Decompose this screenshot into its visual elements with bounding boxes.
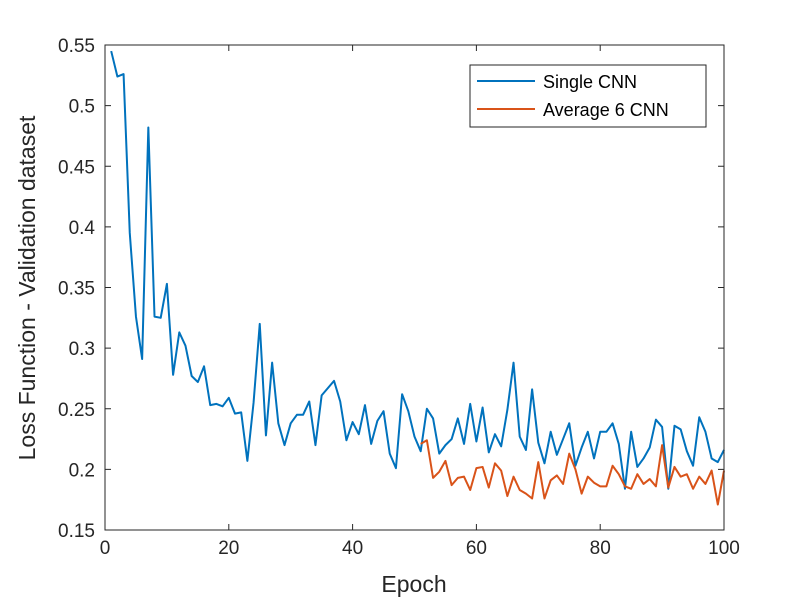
legend: Single CNN Average 6 CNN bbox=[469, 64, 707, 128]
y-tick-label: 0.35 bbox=[58, 279, 95, 300]
y-tick-label: 0.4 bbox=[69, 218, 96, 239]
y-tick-label: 0.45 bbox=[58, 157, 95, 178]
y-tick-label: 0.3 bbox=[69, 339, 95, 360]
legend-label-average-6-cnn: Average 6 CNN bbox=[543, 100, 669, 120]
y-tick-label: 0.55 bbox=[58, 36, 95, 57]
x-tick-label: 40 bbox=[342, 538, 363, 559]
tick-layer: 0 20 40 60 80 100 0.15 0.2 0.25 0.3 0.35 0.4 0.45 0.5… bbox=[58, 36, 740, 559]
x-tick-label: 60 bbox=[466, 538, 487, 559]
legend-label-single-cnn: Single CNN bbox=[543, 72, 637, 92]
y-tick-label: 0.5 bbox=[69, 97, 95, 118]
y-tick-label: 0.15 bbox=[58, 521, 95, 542]
x-tick-label: 0 bbox=[100, 538, 111, 559]
series-line-average-6-cnn bbox=[420, 439, 725, 506]
series-layer bbox=[110, 50, 725, 506]
x-tick-label: 80 bbox=[590, 538, 611, 559]
x-tick-label: 20 bbox=[218, 538, 239, 559]
x-axis-title: Epoch bbox=[381, 571, 446, 597]
y-tick-label: 0.2 bbox=[69, 460, 95, 481]
series-line-single-cnn bbox=[110, 50, 725, 490]
x-tick-label: 100 bbox=[708, 538, 740, 559]
y-axis-title: Loss Function - Validation dataset bbox=[14, 115, 40, 460]
legend-box bbox=[469, 64, 707, 128]
y-tick-label: 0.25 bbox=[58, 400, 95, 421]
